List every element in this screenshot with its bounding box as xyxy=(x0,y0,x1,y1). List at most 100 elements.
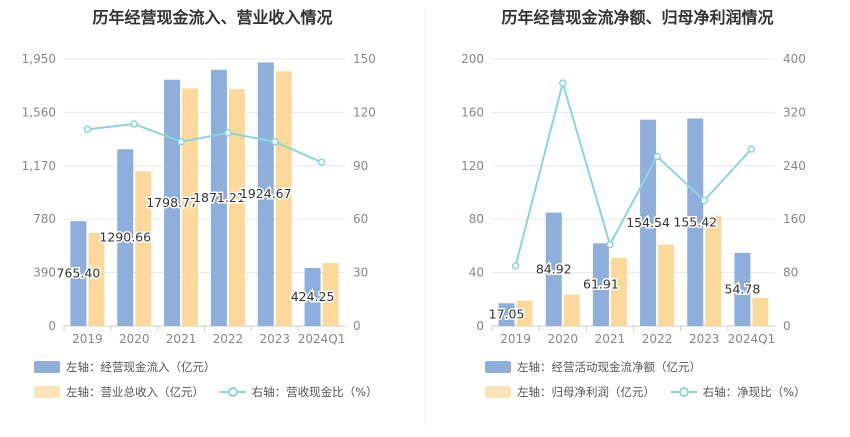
legend-label: 左轴：经营活动现金流净额（亿元） xyxy=(517,360,701,374)
x-tick-label: 2023 xyxy=(689,332,720,346)
left-legend-row2: 左轴：营业总收入（亿元） 右轴：营收现金比（%） xyxy=(34,384,390,401)
line-point xyxy=(700,196,708,205)
bar-data-label: 424.25 xyxy=(291,289,335,304)
line-series xyxy=(514,79,753,267)
right-legend-row2: 左轴：归母净利润（亿元） 右轴：净现比（%） xyxy=(485,384,818,401)
bar-data-label: 155.42 xyxy=(673,214,717,229)
bar-series1 xyxy=(498,303,515,326)
bar-series2 xyxy=(705,215,722,326)
y-tick-label: 390 xyxy=(33,266,56,280)
panel-divider xyxy=(425,8,426,428)
y-tick-label: 0 xyxy=(476,319,484,333)
bar-series2 xyxy=(658,244,675,326)
bar-series2 xyxy=(182,88,199,326)
right-chart-panel: 历年经营现金流净额、归母净利润情况 0 40 80 120 160 200 0 80 160 24… xyxy=(425,0,850,437)
line-series xyxy=(87,122,322,164)
y2-tick-label: 400 xyxy=(783,52,806,66)
left-legend-bar1[interactable]: 左轴：经营现金流入（亿元） xyxy=(34,359,216,375)
y2-tick-label: 0 xyxy=(783,319,791,333)
bar-series1 xyxy=(687,118,704,326)
y-tick-label: 160 xyxy=(461,105,484,119)
x-tick-label: 2022 xyxy=(642,332,673,346)
x-tick-label: 2024Q1 xyxy=(298,332,346,346)
legend-swatch-bar2 xyxy=(485,386,511,398)
bar-series2 xyxy=(275,71,292,326)
left-chart-title: 历年经营现金流入、营业收入情况 xyxy=(92,8,333,27)
bar-data-label: 1924.67 xyxy=(240,186,292,201)
line-point xyxy=(653,152,661,161)
y2-tick-label: 80 xyxy=(783,266,798,280)
bar-series2 xyxy=(322,263,339,326)
line-point xyxy=(559,79,567,87)
x-tick-label: 2020 xyxy=(547,332,578,346)
bar-data-label: 1871.21 xyxy=(193,190,245,205)
bar-series2 xyxy=(563,294,580,326)
y-tick-label: 1,950 xyxy=(22,52,56,66)
legend-label: 左轴：经营现金流入（亿元） xyxy=(66,360,216,374)
bar-series2 xyxy=(228,89,245,326)
legend-label: 左轴：营业总收入（亿元） xyxy=(66,385,204,399)
line-point xyxy=(130,120,138,128)
y2-tick-label: 160 xyxy=(783,212,806,226)
right-legend-bar1[interactable]: 左轴：经营活动现金流净额（亿元） xyxy=(485,359,701,375)
y-tick-label: 200 xyxy=(461,52,484,66)
x-tick-label: 2019 xyxy=(72,332,103,346)
left-legend-line[interactable]: 右轴：营收现金比（%） xyxy=(219,384,378,400)
y2-tick-label: 320 xyxy=(783,105,806,119)
bar-series2 xyxy=(135,171,152,326)
line-point xyxy=(511,262,520,270)
y2-tick-label: 60 xyxy=(353,212,368,226)
bar-data-label: 765.40 xyxy=(57,266,101,281)
bar-series1 xyxy=(164,79,181,326)
bar-series1 xyxy=(117,149,134,326)
left-legend-bar2[interactable]: 左轴：营业总收入（亿元） xyxy=(34,384,204,400)
right-legend-bar2[interactable]: 左轴：归母净利润（亿元） xyxy=(485,384,655,400)
bar-series1 xyxy=(592,243,609,326)
legend-swatch-line xyxy=(219,386,246,398)
bar-series1 xyxy=(640,119,657,326)
right-legend-row1: 左轴：经营活动现金流净额（亿元） xyxy=(485,359,713,376)
bar-series1 xyxy=(70,221,87,326)
x-tick-label: 2019 xyxy=(500,332,531,346)
x-tick-label: 2021 xyxy=(595,332,626,346)
bar-data-label: 1798.77 xyxy=(146,195,198,210)
bar-series1 xyxy=(734,252,751,326)
bar-data-label: 17.05 xyxy=(489,307,525,322)
y2-tick-label: 0 xyxy=(353,319,361,333)
bar-data-label: 154.54 xyxy=(626,215,670,230)
legend-label: 左轴：归母净利润（亿元） xyxy=(517,385,655,399)
right-legend-line[interactable]: 右轴：净现比（%） xyxy=(670,384,806,400)
line-point xyxy=(747,145,756,153)
legend-swatch-bar2 xyxy=(34,386,60,398)
y-tick-label: 0 xyxy=(48,319,56,333)
bar-series1 xyxy=(257,62,274,326)
bar-data-label: 61.91 xyxy=(583,277,619,292)
bar-series2 xyxy=(610,257,627,326)
bar-data-label: 1290.66 xyxy=(99,230,151,245)
y-tick-label: 1,560 xyxy=(22,105,56,119)
x-tick-label: 2021 xyxy=(166,332,197,346)
y-tick-label: 120 xyxy=(461,159,484,173)
x-tick-label: 2022 xyxy=(213,332,244,346)
y2-tick-label: 240 xyxy=(783,159,806,173)
line-point xyxy=(317,158,326,166)
bar-data-label: 54.78 xyxy=(725,281,761,296)
right-chart-svg: 0 40 80 120 160 200 0 80 160 240 320 400 2019 2020 202… xyxy=(461,52,806,346)
bar-series2 xyxy=(88,232,105,326)
y2-tick-label: 150 xyxy=(353,52,376,66)
line-point xyxy=(83,125,92,134)
bar-series2 xyxy=(516,300,533,326)
bar-series1 xyxy=(545,212,562,326)
x-tick-label: 2023 xyxy=(259,332,290,346)
x-tick-label: 2024Q1 xyxy=(728,332,776,346)
bar-series2 xyxy=(752,297,769,326)
y2-tick-label: 120 xyxy=(353,105,376,119)
legend-swatch-bar1 xyxy=(34,361,60,373)
bar-data-label: 84.92 xyxy=(536,261,572,276)
left-chart-panel: 历年经营现金流入、营业收入情况 0 390 780 1,170 1,560 1,950 0 3… xyxy=(22,8,390,401)
y-tick-label: 40 xyxy=(469,266,484,280)
line-point xyxy=(606,240,614,249)
y-tick-label: 80 xyxy=(469,212,484,226)
legend-swatch-bar1 xyxy=(485,361,511,373)
right-chart-title: 历年经营现金流净额、归母净利润情况 xyxy=(501,8,774,27)
